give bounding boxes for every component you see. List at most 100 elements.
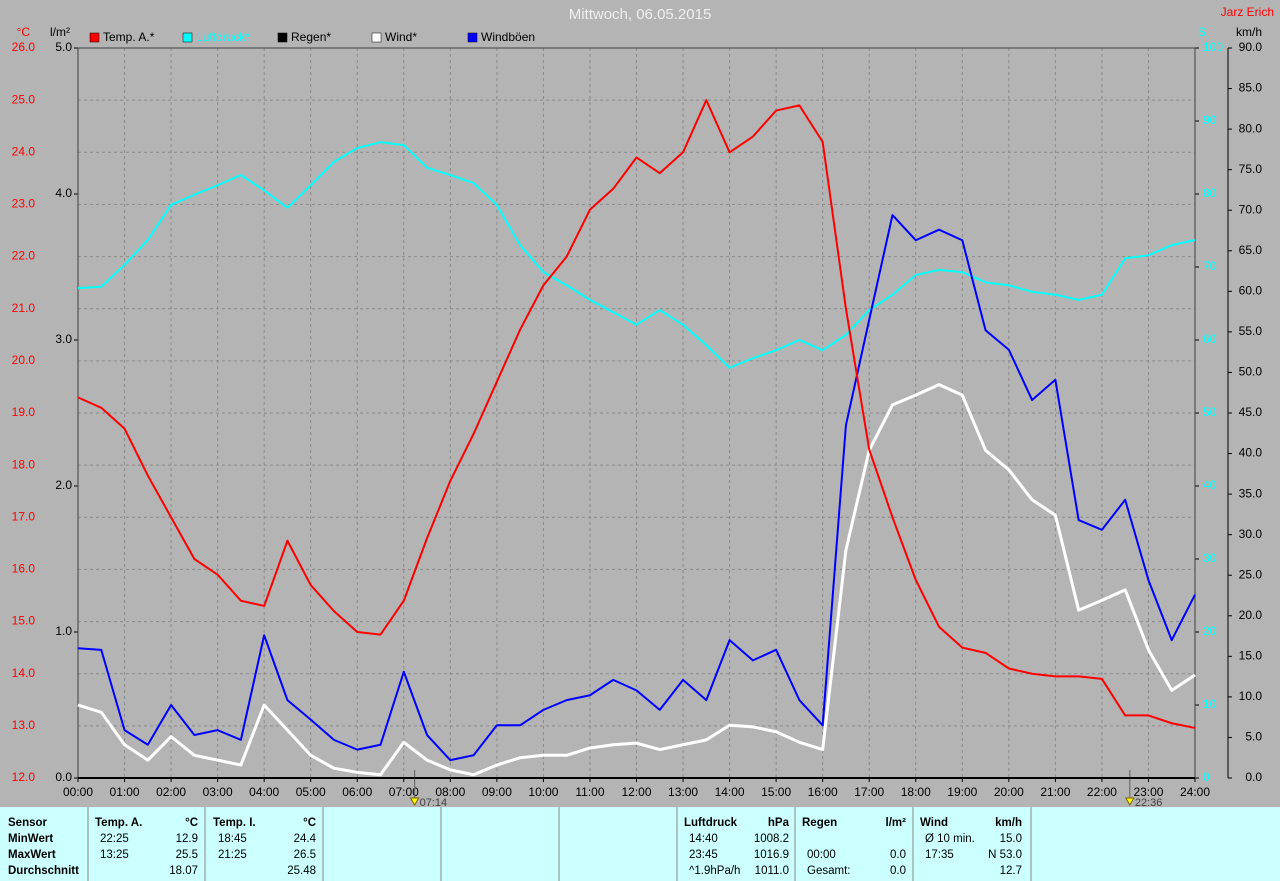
y-tick-label: 17.0 bbox=[12, 509, 36, 523]
table-cell: Regen bbox=[802, 817, 837, 829]
y2-tick-label: 2.0 bbox=[55, 478, 72, 492]
x-tick-label: 05:00 bbox=[296, 785, 326, 799]
table-cell: ^1.9hPa/h bbox=[689, 865, 740, 877]
legend-label: Wind* bbox=[385, 30, 417, 44]
y2-tick-label: 3.0 bbox=[55, 332, 72, 346]
y4-tick-label: 70.0 bbox=[1239, 202, 1263, 216]
x-tick-label: 02:00 bbox=[156, 785, 186, 799]
table-cell: 18.07 bbox=[169, 865, 198, 877]
y3-tick-label: 20 bbox=[1203, 624, 1217, 638]
y4-tick-label: 30.0 bbox=[1239, 527, 1263, 541]
y3-tick-label: 100 bbox=[1203, 40, 1223, 54]
y4-tick-label: 90.0 bbox=[1239, 40, 1263, 54]
table-cell: 0.0 bbox=[890, 849, 906, 861]
table-cell: Luftdruck bbox=[684, 817, 738, 829]
x-tick-label: 00:00 bbox=[63, 785, 93, 799]
legend-swatch bbox=[467, 32, 478, 43]
table-cell: °C bbox=[185, 817, 198, 829]
table-cell: MaxWert bbox=[8, 849, 56, 861]
x-tick-label: 19:00 bbox=[947, 785, 977, 799]
legend-label: Windböen bbox=[481, 30, 535, 44]
series-line bbox=[77, 99, 1196, 729]
y3-tick-label: 50 bbox=[1203, 405, 1217, 419]
x-tick-label: 08:00 bbox=[435, 785, 465, 799]
x-tick-label: 18:00 bbox=[901, 785, 931, 799]
x-tick-label: 23:00 bbox=[1133, 785, 1163, 799]
x-tick-label: 24:00 bbox=[1180, 785, 1210, 799]
table-cell: Wind bbox=[920, 817, 948, 829]
y3-tick-label: 40 bbox=[1203, 478, 1217, 492]
y3-tick-label: 60 bbox=[1203, 332, 1217, 346]
series-line bbox=[77, 214, 1196, 762]
table-cell: 1011.0 bbox=[755, 865, 789, 877]
table-cell: 24.4 bbox=[294, 833, 317, 845]
legend-label: Luftdruck* bbox=[196, 30, 250, 44]
table-cell: 18:45 bbox=[218, 833, 247, 845]
table-cell: l/m² bbox=[886, 817, 907, 829]
table-cell: Ø 10 min. bbox=[925, 833, 975, 845]
y4-tick-label: 0.0 bbox=[1245, 770, 1262, 784]
author: Jarz Erich bbox=[1221, 5, 1274, 19]
y-tick-label: 16.0 bbox=[12, 562, 36, 576]
y4-tick-label: 10.0 bbox=[1239, 689, 1263, 703]
y4-tick-label: 45.0 bbox=[1239, 405, 1263, 419]
y4-tick-label: 75.0 bbox=[1239, 162, 1263, 176]
table-cell: 12.9 bbox=[176, 833, 198, 845]
y4-tick-label: 50.0 bbox=[1239, 365, 1263, 379]
table-cell: 0.0 bbox=[890, 865, 906, 877]
y-tick-label: 25.0 bbox=[12, 92, 36, 106]
y-tick-label: 20.0 bbox=[12, 353, 36, 367]
table-cell: hPa bbox=[768, 817, 790, 829]
y-tick-label: 23.0 bbox=[12, 197, 36, 211]
y3-unit: S bbox=[1198, 25, 1206, 39]
y-tick-label: 18.0 bbox=[12, 457, 36, 471]
y3-tick-label: 80 bbox=[1203, 186, 1217, 200]
y4-tick-label: 80.0 bbox=[1239, 121, 1263, 135]
table-cell: 13:25 bbox=[100, 849, 129, 861]
series-line bbox=[77, 141, 1196, 369]
legend-swatch bbox=[182, 32, 193, 43]
y4-tick-label: 60.0 bbox=[1239, 284, 1263, 298]
table-cell: Sensor bbox=[8, 817, 48, 829]
table-cell: N 53.0 bbox=[988, 849, 1022, 861]
y2-tick-label: 1.0 bbox=[55, 624, 72, 638]
x-tick-label: 03:00 bbox=[203, 785, 233, 799]
table-cell: MinWert bbox=[8, 833, 53, 845]
y-tick-label: 14.0 bbox=[12, 666, 36, 680]
table-cell: Gesamt: bbox=[807, 865, 850, 877]
y-tick-label: 19.0 bbox=[12, 405, 36, 419]
x-tick-label: 09:00 bbox=[482, 785, 512, 799]
table-cell: 1016.9 bbox=[754, 849, 789, 861]
y-tick-label: 24.0 bbox=[12, 144, 36, 158]
y2-unit: l/m² bbox=[50, 25, 70, 39]
table-cell: 14:40 bbox=[689, 833, 718, 845]
x-tick-label: 04:00 bbox=[249, 785, 279, 799]
y3-tick-label: 10 bbox=[1203, 697, 1217, 711]
x-tick-label: 16:00 bbox=[808, 785, 838, 799]
y3-tick-label: 30 bbox=[1203, 551, 1217, 565]
y2-tick-label: 4.0 bbox=[55, 186, 72, 200]
table-cell: Temp. I. bbox=[213, 817, 256, 829]
stats-table bbox=[0, 807, 1280, 881]
y3-tick-label: 0 bbox=[1203, 770, 1210, 784]
table-cell: 23:45 bbox=[689, 849, 718, 861]
table-cell: 1008.2 bbox=[754, 833, 789, 845]
x-tick-label: 07:00 bbox=[389, 785, 419, 799]
y-tick-label: 22.0 bbox=[12, 249, 36, 263]
x-tick-label: 12:00 bbox=[621, 785, 651, 799]
y-tick-label: 26.0 bbox=[12, 40, 36, 54]
table-cell: 00:00 bbox=[807, 849, 836, 861]
y4-unit: km/h bbox=[1236, 25, 1262, 39]
legend-label: Regen* bbox=[291, 30, 331, 44]
legend-swatch bbox=[89, 32, 100, 43]
x-tick-label: 10:00 bbox=[528, 785, 558, 799]
y-tick-label: 15.0 bbox=[12, 614, 36, 628]
table-cell: Durchschnitt bbox=[8, 865, 79, 877]
y4-tick-label: 5.0 bbox=[1245, 730, 1262, 744]
table-cell: 26.5 bbox=[294, 849, 316, 861]
series-line bbox=[77, 383, 1196, 777]
chart-title: Mittwoch, 06.05.2015 bbox=[569, 6, 712, 23]
